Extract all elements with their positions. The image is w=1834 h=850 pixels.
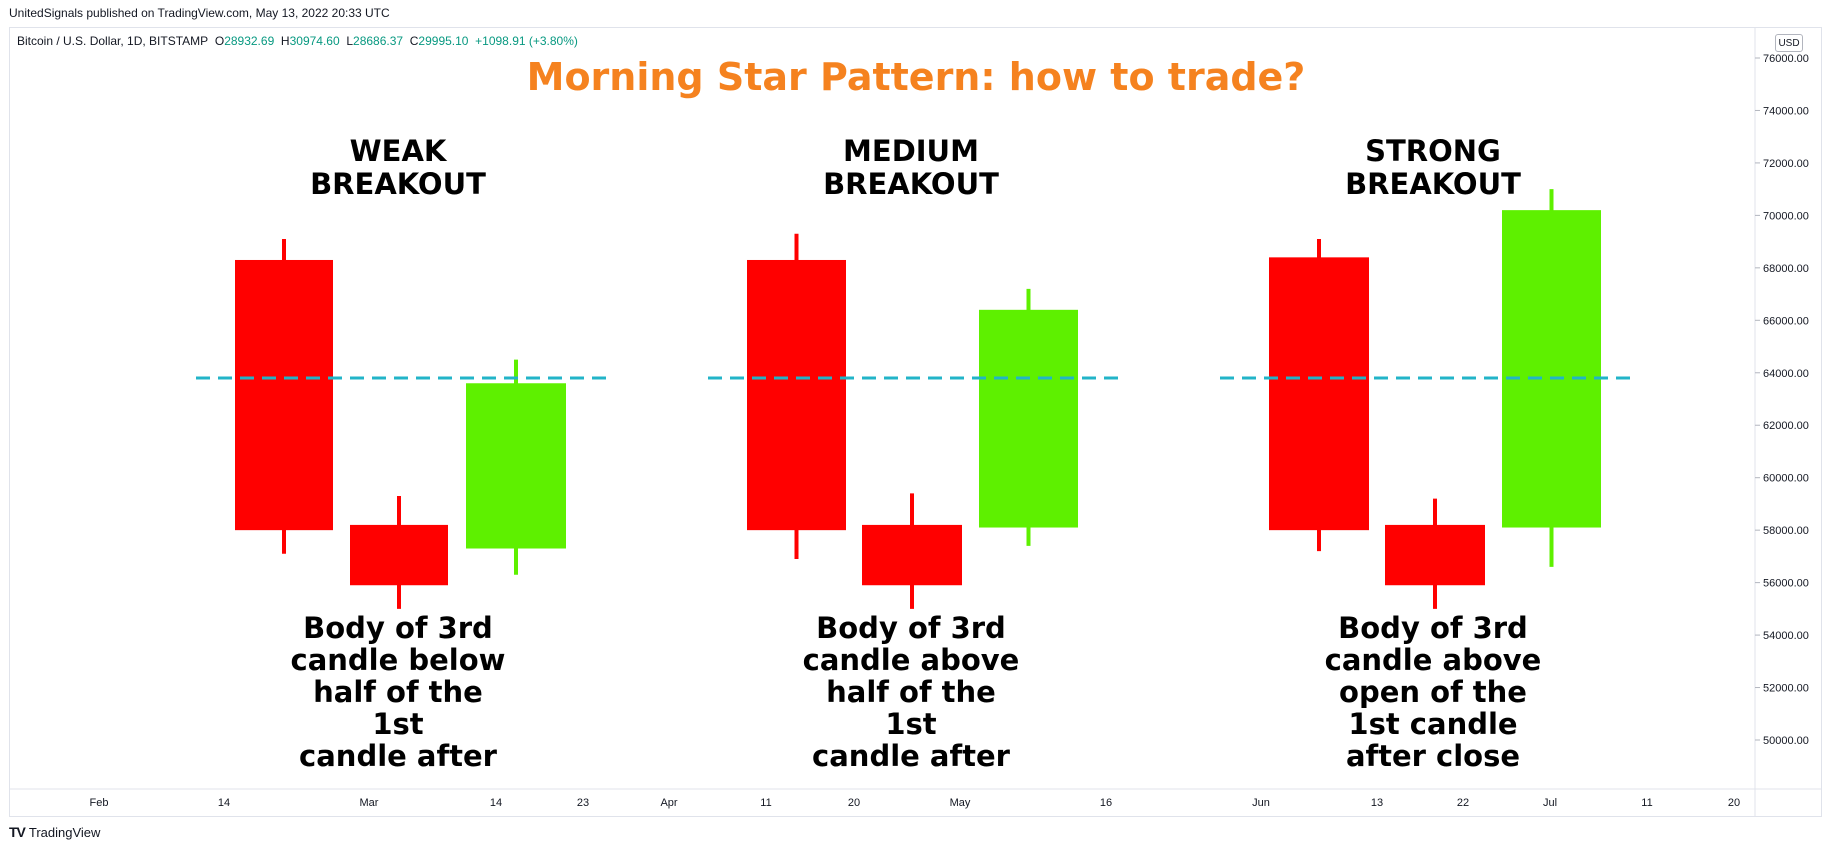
- candle-body: [350, 524, 448, 586]
- group-caption: after close: [1346, 739, 1520, 773]
- group-heading: BREAKOUT: [823, 167, 999, 201]
- x-tick-label: 20: [848, 797, 860, 809]
- candle-body: [466, 383, 566, 549]
- group-heading: WEAK: [350, 134, 448, 168]
- open-value: 28932.69: [224, 34, 275, 48]
- group-caption: 1st candle: [1348, 707, 1517, 741]
- high-label: H: [280, 34, 290, 48]
- group-heading: STRONG: [1365, 134, 1501, 168]
- candle-body: [747, 259, 846, 531]
- candle-body: [979, 309, 1078, 528]
- change-value: +1098.91 (+3.80%): [475, 34, 578, 48]
- group-caption: candle above: [1325, 643, 1542, 677]
- group-caption: half of the: [313, 675, 483, 709]
- group-caption: 1st: [885, 707, 936, 741]
- high-value: 30974.60: [289, 34, 340, 48]
- currency-badge[interactable]: USD: [1775, 34, 1803, 52]
- x-tick-label: 11: [760, 797, 771, 809]
- group-caption: candle after: [812, 739, 1011, 773]
- y-tick-label: 66000.00: [1763, 315, 1809, 327]
- candle-body: [235, 259, 333, 531]
- symbol-legend[interactable]: Bitcoin / U.S. Dollar, 1D, BITSTAMP O289…: [17, 34, 578, 48]
- symbol-name: Bitcoin / U.S. Dollar, 1D, BITSTAMP: [17, 34, 209, 48]
- group-caption: candle below: [291, 643, 506, 677]
- close-value: 29995.10: [418, 34, 469, 48]
- x-tick-label: 11: [1641, 797, 1652, 809]
- x-tick-label: Apr: [660, 797, 677, 809]
- candle-body: [1269, 257, 1369, 531]
- y-tick-label: 68000.00: [1763, 263, 1809, 275]
- group-heading: BREAKOUT: [1345, 167, 1521, 201]
- x-tick-label: Jun: [1252, 797, 1270, 809]
- chart-frame: [9, 27, 1822, 817]
- x-tick-label: May: [950, 797, 971, 809]
- y-tick-label: 58000.00: [1763, 525, 1809, 537]
- y-tick-label: 74000.00: [1763, 105, 1809, 117]
- y-tick-label: 52000.00: [1763, 683, 1809, 695]
- x-tick-label: 14: [490, 797, 502, 809]
- x-tick-label: 13: [1371, 797, 1383, 809]
- y-tick-label: 54000.00: [1763, 630, 1809, 642]
- y-tick-label: 60000.00: [1763, 473, 1809, 485]
- y-tick-label: 62000.00: [1763, 420, 1809, 432]
- x-tick-label: 16: [1100, 797, 1112, 809]
- group-caption: Body of 3rd: [1338, 611, 1528, 645]
- close-label: C: [409, 34, 419, 48]
- group-caption: Body of 3rd: [303, 611, 493, 645]
- tradingview-logo-icon: TV: [9, 824, 26, 840]
- low-value: 28686.37: [353, 34, 404, 48]
- group-heading: BREAKOUT: [310, 167, 486, 201]
- candle-body: [862, 524, 962, 586]
- y-tick-label: 56000.00: [1763, 578, 1809, 590]
- y-tick-label: 50000.00: [1763, 735, 1809, 747]
- candle-body: [1502, 210, 1601, 528]
- group-caption: 1st: [372, 707, 423, 741]
- x-tick-label: Feb: [90, 797, 109, 809]
- publish-info: UnitedSignals published on TradingView.c…: [9, 6, 390, 20]
- x-tick-label: 22: [1457, 797, 1469, 809]
- y-tick-label: 64000.00: [1763, 368, 1809, 380]
- group-caption: open of the: [1339, 675, 1527, 709]
- y-tick-label: 72000.00: [1763, 158, 1809, 170]
- group-heading: MEDIUM: [843, 134, 979, 168]
- chart-title: Morning Star Pattern: how to trade?: [527, 55, 1306, 99]
- x-tick-label: Jul: [1543, 797, 1557, 809]
- group-caption: Body of 3rd: [816, 611, 1006, 645]
- group-caption: candle after: [299, 739, 498, 773]
- x-tick-label: Mar: [360, 797, 379, 809]
- y-tick-label: 70000.00: [1763, 210, 1809, 222]
- y-tick-label: 76000.00: [1763, 53, 1809, 65]
- candle-body: [1385, 524, 1485, 586]
- low-label: L: [346, 34, 354, 48]
- group-caption: candle above: [803, 643, 1020, 677]
- tradingview-logo[interactable]: TV TradingView: [9, 824, 100, 840]
- open-label: O: [214, 34, 225, 48]
- x-tick-label: 20: [1728, 797, 1740, 809]
- x-tick-label: 23: [577, 797, 589, 809]
- x-tick-label: 14: [218, 797, 230, 809]
- tradingview-logo-text: TradingView: [28, 824, 101, 840]
- group-caption: half of the: [826, 675, 996, 709]
